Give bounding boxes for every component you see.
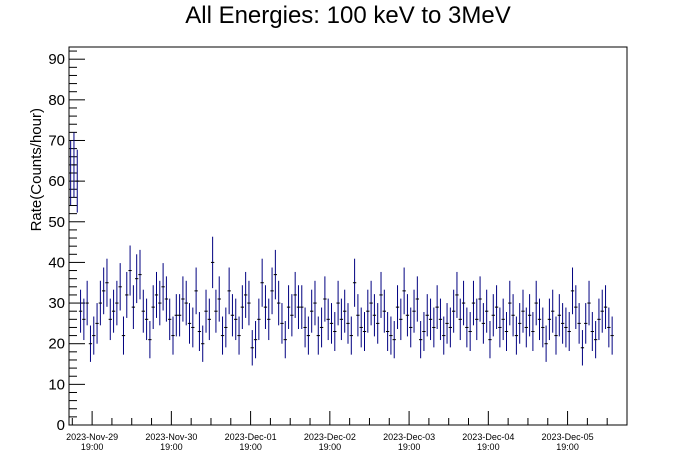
x-tick-label-date: 2023-Dec-02 (304, 432, 356, 442)
chart-title: All Energies: 100 keV to 3MeV (185, 2, 511, 29)
y-tick-label: 30 (48, 295, 65, 312)
x-tick-label-time: 19:00 (398, 442, 421, 452)
y-tick-label: 40 (48, 254, 65, 271)
plot-frame (68, 46, 628, 426)
x-tick-label-date: 2023-Nov-29 (66, 432, 118, 442)
x-tick-label-date: 2023-Dec-01 (225, 432, 277, 442)
x-tick-label-date: 2023-Nov-30 (145, 432, 197, 442)
x-tick-label-time: 19:00 (160, 442, 183, 452)
y-tick-label: 10 (48, 376, 65, 393)
x-tick-label-date: 2023-Dec-03 (383, 432, 435, 442)
y-tick-label: 60 (48, 173, 65, 190)
x-tick-label-date: 2023-Dec-04 (462, 432, 514, 442)
y-tick-label: 90 (48, 51, 65, 68)
x-tick-label-date: 2023-Dec-05 (542, 432, 594, 442)
x-tick-label-time: 19:00 (81, 442, 104, 452)
y-tick-label: 50 (48, 214, 65, 231)
x-tick-label-time: 19:00 (556, 442, 579, 452)
y-tick-label: 70 (48, 132, 65, 149)
y-tick-label: 20 (48, 336, 65, 353)
x-tick-label-time: 19:00 (319, 442, 342, 452)
y-tick-label: 0 (57, 417, 65, 434)
x-tick-label-time: 19:00 (239, 442, 262, 452)
y-tick-label: 80 (48, 92, 65, 109)
x-tick-label-time: 19:00 (477, 442, 500, 452)
